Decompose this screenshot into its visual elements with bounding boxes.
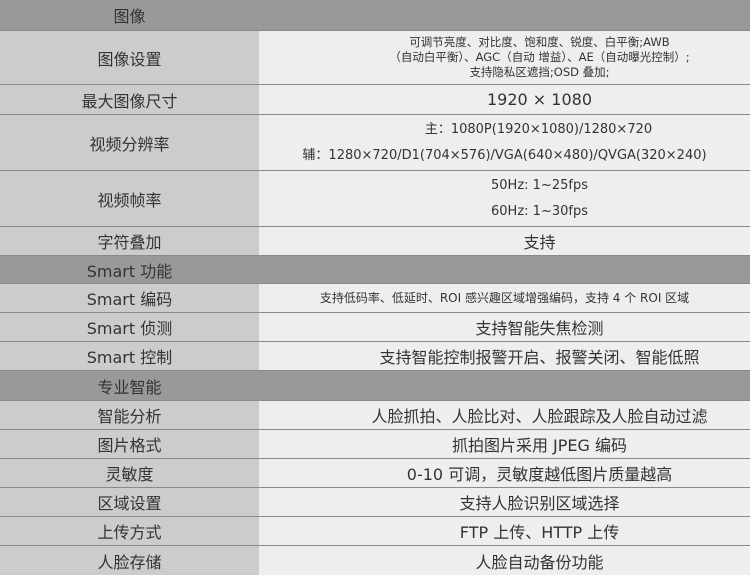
row-value: 人脸自动备份功能 [259,546,750,575]
row-label: 人脸存储 [0,546,259,575]
row-label: 智能分析 [0,401,259,429]
table-row: 上传方式 FTP 上传、HTTP 上传 [0,517,750,546]
value-line: 人脸自动备份功能 [475,552,604,572]
value-line: 辅：1280×720/D1(704×576)/VGA(640×480)/QVGA… [302,147,707,163]
row-value: 0-10 可调，灵敏度越低图片质量越高 [259,459,750,487]
table-row: 灵敏度 0-10 可调，灵敏度越低图片质量越高 [0,459,750,488]
row-label: Smart 编码 [0,284,259,312]
value-line: 60Hz: 1~30fps [491,203,588,219]
row-value: 支持低码率、低延时、ROI 感兴趣区域增强编码，支持 4 个 ROI 区域 [259,284,750,312]
row-label: 上传方式 [0,517,259,545]
row-value: 支持智能失焦检测 [259,313,750,341]
row-value: FTP 上传、HTTP 上传 [259,517,750,545]
table-row: 智能分析 人脸抓拍、人脸比对、人脸跟踪及人脸自动过滤 [0,401,750,430]
row-label: 图像设置 [0,31,259,84]
row-label: 视频分辨率 [0,115,259,170]
table-row: 区域设置 支持人脸识别区域选择 [0,488,750,517]
table-row: 人脸存储 人脸自动备份功能 [0,546,750,575]
table-row: 图像设置 可调节亮度、对比度、饱和度、锐度、白平衡;AWB （自动白平衡）、AG… [0,31,750,85]
section-header-pro-intelligence: 专业智能 [0,371,750,401]
value-line: 支持 [523,233,556,252]
table-row: 图片格式 抓拍图片采用 JPEG 编码 [0,430,750,459]
value-line: 人脸抓拍、人脸比对、人脸跟踪及人脸自动过滤 [371,407,708,426]
row-value: 支持人脸识别区域选择 [259,488,750,516]
table-row: 视频分辨率 主：1080P(1920×1080)/1280×720 辅：1280… [0,115,750,171]
row-label: 字符叠加 [0,227,259,255]
row-label: Smart 侦测 [0,313,259,341]
row-value: 支持智能控制报警开启、报警关闭、智能低照 [259,342,750,370]
value-line: 支持智能失焦检测 [475,319,604,338]
row-label: Smart 控制 [0,342,259,370]
row-value: 50Hz: 1~25fps 60Hz: 1~30fps [259,171,750,226]
row-value: 1920 × 1080 [259,85,750,114]
value-line: 支持人脸识别区域选择 [459,494,620,513]
row-value: 主：1080P(1920×1080)/1280×720 辅：1280×720/D… [259,115,750,170]
value-line: 可调节亮度、对比度、饱和度、锐度、白平衡;AWB [409,35,670,49]
table-row: Smart 侦测 支持智能失焦检测 [0,313,750,342]
table-row: Smart 控制 支持智能控制报警开启、报警关闭、智能低照 [0,342,750,371]
row-value: 支持 [259,227,750,255]
value-line: FTP 上传、HTTP 上传 [459,523,620,542]
table-row: 视频帧率 50Hz: 1~25fps 60Hz: 1~30fps [0,171,750,227]
section-header-image: 图像 [0,0,750,31]
row-label: 区域设置 [0,488,259,516]
table-row: 最大图像尺寸 1920 × 1080 [0,85,750,115]
section-header-smart: Smart 功能 [0,256,750,284]
value-line: 主：1080P(1920×1080)/1280×720 [424,121,653,137]
value-line: （自动白平衡）、AGC（自动 增益）、AE（自动曝光控制）; [389,50,690,64]
table-row: Smart 编码 支持低码率、低延时、ROI 感兴趣区域增强编码，支持 4 个 … [0,284,750,313]
value-line: 支持隐私区遮挡;OSD 叠加; [469,65,610,79]
value-line: 支持智能控制报警开启、报警关闭、智能低照 [379,348,700,367]
row-label: 视频帧率 [0,171,259,226]
row-value: 可调节亮度、对比度、饱和度、锐度、白平衡;AWB （自动白平衡）、AGC（自动 … [259,31,750,84]
value-line: 1920 × 1080 [486,90,592,109]
row-value: 抓拍图片采用 JPEG 编码 [259,430,750,458]
row-label: 最大图像尺寸 [0,85,259,114]
value-line: 0-10 可调，灵敏度越低图片质量越高 [406,465,673,484]
row-label: 灵敏度 [0,459,259,487]
section-title: 专业智能 [97,377,162,397]
value-line: 50Hz: 1~25fps [491,177,588,193]
table-row: 字符叠加 支持 [0,227,750,256]
value-line: 支持低码率、低延时、ROI 感兴趣区域增强编码，支持 4 个 ROI 区域 [319,290,690,305]
section-title: Smart 功能 [86,261,173,281]
row-label: 图片格式 [0,430,259,458]
section-title: 图像 [113,7,146,26]
value-line: 抓拍图片采用 JPEG 编码 [451,436,628,455]
row-value: 人脸抓拍、人脸比对、人脸跟踪及人脸自动过滤 [259,401,750,429]
